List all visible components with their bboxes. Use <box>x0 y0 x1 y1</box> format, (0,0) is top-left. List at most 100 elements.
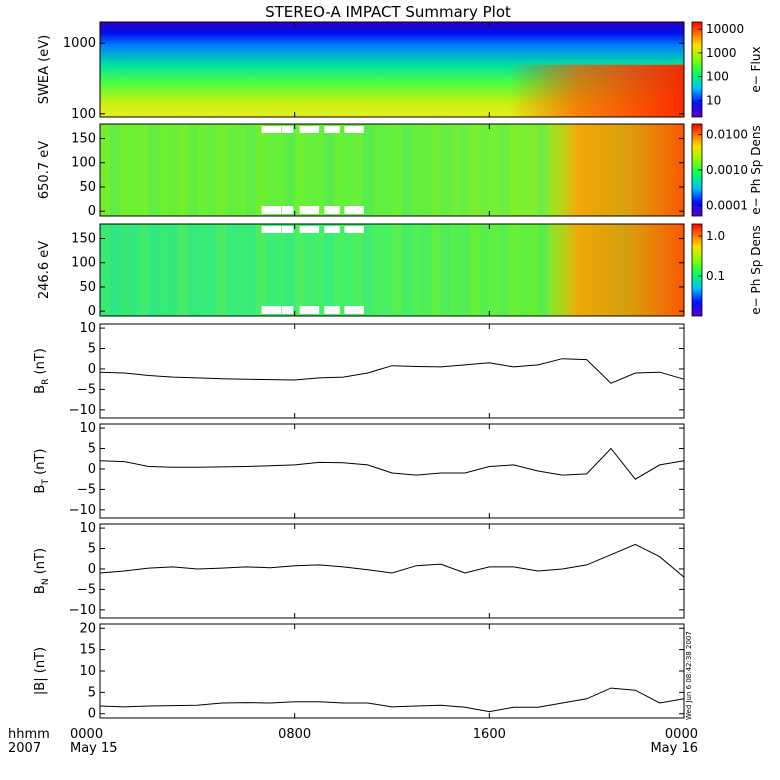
data-gap-top <box>281 226 294 233</box>
y-tick-label: 1000 <box>63 36 96 51</box>
data-gap-top <box>324 126 340 133</box>
colorbar-tick-label: 100 <box>706 70 729 84</box>
y-tick-label: 10 <box>79 664 96 679</box>
data-gap-top <box>299 126 320 133</box>
data-gap-top <box>281 126 294 133</box>
x-tick-label: 0000 <box>70 727 103 742</box>
y-tick-label: 5 <box>88 685 96 700</box>
y-tick-label: 0 <box>88 707 96 722</box>
y-tick-label: 0 <box>88 462 96 477</box>
colorbar-tick-label: 0.0010 <box>706 163 748 177</box>
y-tick-label: 5 <box>88 542 96 557</box>
colorbar-label: e− Ph Sp Dens <box>749 225 763 314</box>
page-title: STEREO-A IMPACT Summary Plot <box>265 3 511 21</box>
colorbar-label: e− Flux <box>749 46 763 92</box>
panel-frame <box>99 223 685 317</box>
data-gap-bottom <box>324 306 340 314</box>
y-tick-label: −10 <box>69 603 96 618</box>
colorbar-pad650: 0.0001 0.0010 0.0100 e− Ph Sp Dens <box>691 123 763 217</box>
data-gap-bottom <box>281 306 294 314</box>
y-axis-label: |B| (nT) <box>33 647 48 695</box>
y-tick-label: 0 <box>88 362 96 377</box>
colorbar-tick-label: 0.1 <box>706 269 725 283</box>
panel-bt: −10 −5 0 5 10 BT (nT) <box>33 421 685 519</box>
timestamp-stamp: Wed Jun 6 08:42:38 2007 <box>685 631 693 720</box>
y-tick-label: −10 <box>69 503 96 518</box>
data-gap-bottom <box>344 206 364 214</box>
y-tick-label: −5 <box>77 582 96 597</box>
y-tick-label: 100 <box>71 107 96 122</box>
data-gap-bottom <box>299 306 320 314</box>
bt-series-line <box>99 447 685 480</box>
y-tick-label: 0 <box>88 304 96 319</box>
y-tick-label: 5 <box>88 342 96 357</box>
colorbar-tick-label: 0.0100 <box>706 128 748 142</box>
colorbar-tick-label: 0.0001 <box>706 198 748 212</box>
y-axis-label: BN (nT) <box>33 548 51 594</box>
data-gap-bottom <box>324 206 340 214</box>
panel-frame <box>99 123 685 217</box>
y-tick-label: 100 <box>71 256 96 271</box>
data-gap-top <box>344 226 364 233</box>
colorbar-swea: 10 100 1000 10000 e− Flux <box>691 21 763 118</box>
data-gap-bottom <box>299 206 320 214</box>
y-axis-label: BR (nT) <box>33 348 51 394</box>
y-tick-label: 15 <box>79 643 96 658</box>
colorbar-tick-label: 1000 <box>706 46 737 60</box>
panel-frame <box>99 423 685 519</box>
data-gap-top <box>299 226 320 233</box>
br-series-line <box>99 358 685 384</box>
x-tick-label: 1600 <box>473 727 506 742</box>
bn-series-line <box>99 543 685 578</box>
x-date-label: May 16 <box>650 741 698 756</box>
y-axis-label: BT (nT) <box>33 449 51 494</box>
y-tick-label: 20 <box>79 621 96 636</box>
pad650-enhancement <box>100 124 684 216</box>
data-gap-top <box>324 226 340 233</box>
colorbar-pad246: 0.1 1.0 e− Ph Sp Dens <box>691 223 763 317</box>
y-tick-label: −5 <box>77 482 96 497</box>
panel-frame <box>99 323 685 419</box>
data-gap-top <box>261 126 282 133</box>
data-gap-top <box>261 226 282 233</box>
panel-bn: −10 −5 0 5 10 BN (nT) <box>33 521 685 619</box>
x-tick-label: 0000 <box>665 727 698 742</box>
x-tick-label: 0800 <box>278 727 311 742</box>
panel-frame <box>99 523 685 619</box>
x-date-label: May 15 <box>70 741 118 756</box>
y-tick-label: −10 <box>69 403 96 418</box>
panel-br: −10 −5 0 5 10 BR (nT) <box>33 321 685 419</box>
panel-pad246: 0.1 1.0 e− Ph Sp Dens 0 50 100 150 246.6 eV <box>37 223 763 319</box>
panel-frame <box>99 21 685 118</box>
y-tick-label: 100 <box>71 156 96 171</box>
data-gap-top <box>344 126 364 133</box>
y-tick-label: −5 <box>77 382 96 397</box>
hhmm-label: hhmm <box>8 727 50 742</box>
y-tick-label: 150 <box>71 232 96 247</box>
panel-pad650: 0.0001 0.0010 0.0100 e− Ph Sp Dens 0 50 100 150… <box>37 123 763 219</box>
y-tick-label: 5 <box>88 442 96 457</box>
y-tick-label: 10 <box>79 421 96 436</box>
y-tick-label: 10 <box>79 521 96 536</box>
data-gap-bottom <box>281 206 294 214</box>
colorbar-tick-label: 1.0 <box>706 229 725 243</box>
bmag-series-line <box>99 687 685 713</box>
y-tick-label: 50 <box>79 180 96 195</box>
y-axis-label: 246.6 eV <box>37 241 52 299</box>
pad246-enhancement <box>100 224 684 316</box>
y-axis-label: SWEA (eV) <box>37 35 52 104</box>
panel-swea: 10 100 1000 10000 e− Flux 100 1000 SWEA (eV) <box>37 21 763 122</box>
y-tick-label: 0 <box>88 204 96 219</box>
y-tick-label: 150 <box>71 132 96 147</box>
panel-bmag: 0 5 10 15 20 |B| (nT) <box>33 621 685 722</box>
year-label: 2007 <box>8 741 41 756</box>
colorbar-tick-label: 10000 <box>706 22 744 36</box>
swea-enhancement <box>100 64 684 117</box>
data-gap-bottom <box>261 206 282 214</box>
colorbar-tick-label: 10 <box>706 93 721 107</box>
panel-frame <box>99 623 685 719</box>
data-gap-bottom <box>261 306 282 314</box>
